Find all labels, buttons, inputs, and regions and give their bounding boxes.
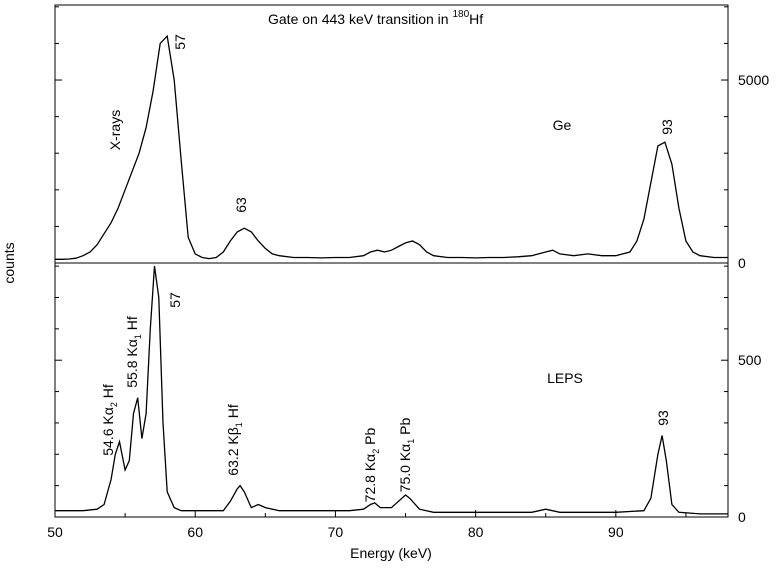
- annotation-text: 93: [655, 410, 671, 426]
- annotation-after: Hf: [225, 404, 241, 422]
- peak-annotation: 63: [233, 197, 249, 213]
- x-tick-label: 80: [468, 524, 484, 540]
- annotation-after: Pb: [362, 427, 378, 448]
- y-tick-label: 500: [738, 352, 762, 368]
- annotation-text: 75.0 Kα: [397, 444, 413, 493]
- spectrum: [55, 34, 728, 260]
- annotation-text: 54.6 Kα: [100, 407, 116, 456]
- annotation-after: Hf: [100, 384, 116, 402]
- x-tick-label: 60: [187, 524, 203, 540]
- annotation-after: Hf: [124, 316, 140, 334]
- peak-annotation: 54.6 Kα2 Hf: [100, 384, 119, 456]
- annotation-text: X-rays: [107, 110, 123, 150]
- x-axis-label: Energy (keV): [350, 545, 432, 561]
- annotation-after: Pb: [397, 417, 413, 438]
- x-tick-label: 50: [47, 524, 63, 540]
- title-end: Hf: [469, 11, 483, 27]
- annotation-sub: 1: [133, 334, 143, 339]
- peak-annotation: 93: [655, 410, 671, 426]
- peak-annotation: 93: [659, 119, 675, 135]
- panel-label: Ge: [553, 117, 572, 133]
- chart-title: Gate on 443 keV transition in 180Hf: [268, 9, 483, 27]
- annotation-text: 55.8 Kα: [124, 339, 140, 388]
- y-axis-label: counts: [1, 242, 17, 283]
- spectrum: [55, 266, 728, 515]
- peak-annotation: 55.8 Kα1 Hf: [124, 316, 143, 388]
- annotation-text: 57: [167, 292, 183, 308]
- panel-label: LEPS: [547, 370, 583, 386]
- peak-annotation: 63.2 Kβ1 Hf: [225, 404, 244, 476]
- annotation-text: 63.2 Kβ: [225, 427, 241, 476]
- peak-annotation: 72.8 Kα2 Pb: [362, 427, 381, 502]
- peak-annotation: 57: [167, 292, 183, 308]
- y-tick-label: 0: [738, 509, 746, 525]
- plot-frame: [54, 262, 729, 518]
- annotation-text: 57: [172, 34, 188, 50]
- annotation-sub: 1: [234, 422, 244, 427]
- y-tick-label: 0: [738, 255, 746, 271]
- title-sup: 180: [452, 9, 469, 20]
- peak-annotation: 75.0 Kα1 Pb: [397, 417, 416, 492]
- title-text: Gate on 443 keV transition in: [268, 11, 449, 27]
- annotation-sub: 2: [109, 402, 119, 407]
- y-tick-label: 5000: [738, 72, 769, 88]
- x-tick-label: 90: [608, 524, 624, 540]
- annotation-text: 72.8 Kα: [362, 454, 378, 503]
- annotation-text: 93: [659, 119, 675, 135]
- annotation-sub: 2: [371, 449, 381, 454]
- peak-annotation: 57: [172, 34, 188, 50]
- annotation-text: 63: [233, 197, 249, 213]
- peak-annotation: X-rays: [107, 110, 123, 150]
- plot-frame: [54, 4, 729, 264]
- x-tick-label: 70: [328, 524, 344, 540]
- annotation-sub: 1: [406, 439, 416, 444]
